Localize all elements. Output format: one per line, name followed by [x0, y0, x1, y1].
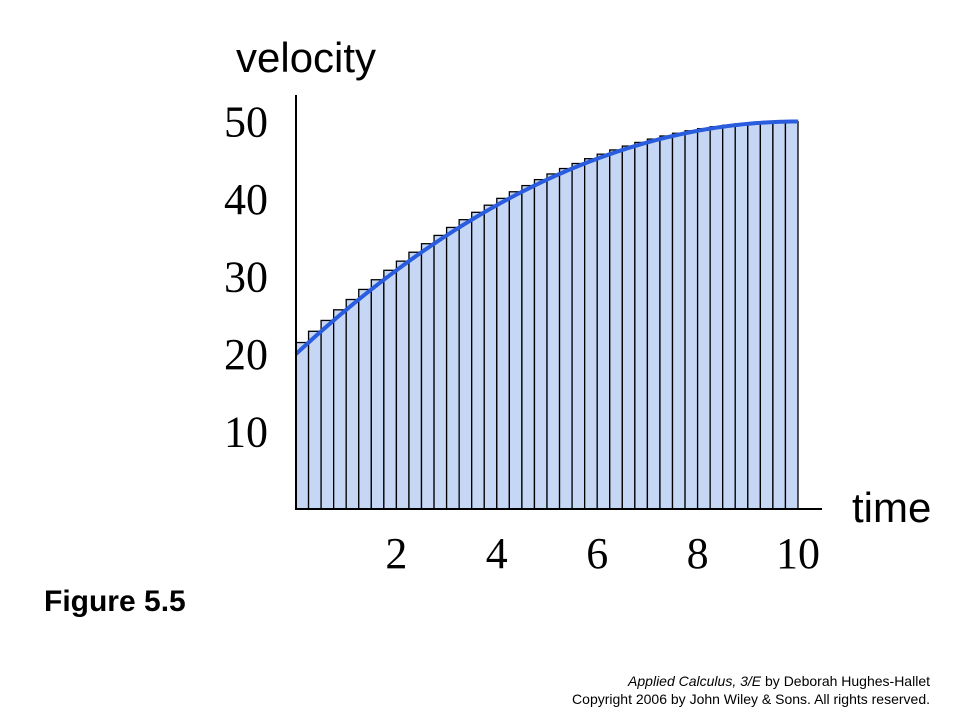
rectangle-38: [759, 121, 774, 510]
rectangle-12: [433, 234, 448, 510]
y-axis-label: velocity: [236, 34, 376, 81]
rectangle-9: [395, 260, 410, 510]
author-text: by Deborah Hughes-Hallet: [761, 673, 930, 689]
rectangle-27: [621, 145, 636, 510]
rectangle-10: [408, 251, 423, 510]
y-tick-label: 20: [224, 330, 268, 379]
x-tick-label: 4: [486, 529, 508, 578]
rectangle-6: [358, 288, 372, 510]
rectangle-13: [445, 226, 460, 510]
x-tick-label: 6: [586, 529, 608, 578]
rectangle-25: [596, 153, 611, 510]
rectangle-40: [784, 120, 799, 510]
rectangle-29: [646, 138, 661, 510]
figure-label: Figure 5.5: [44, 585, 186, 618]
rectangle-1: [295, 341, 310, 510]
rectangle-11: [420, 243, 435, 510]
rectangle-32: [684, 130, 699, 510]
rectangle-37: [747, 122, 761, 510]
x-tick-label: 8: [687, 529, 709, 578]
credit: Applied Calculus, 3/E by Deborah Hughes-…: [572, 672, 930, 708]
rectangle-24: [584, 158, 598, 510]
rectangle-26: [609, 149, 623, 510]
x-tick-label: 2: [385, 529, 407, 578]
rectangle-3: [320, 319, 335, 510]
rectangle-36: [734, 123, 749, 510]
y-tick-label: 10: [224, 408, 268, 457]
rectangle-30: [659, 135, 674, 510]
y-tick-label: 30: [224, 253, 268, 302]
rectangle-35: [722, 124, 736, 510]
x-tick-label: 10: [776, 529, 820, 578]
copyright-text: Copyright 2006 by John Wiley & Sons. All…: [572, 691, 930, 707]
rectangle-17: [496, 197, 510, 510]
rectangle-23: [571, 162, 586, 510]
rectangle-19: [521, 184, 536, 510]
rectangle-33: [696, 127, 711, 510]
rectangle-28: [634, 141, 649, 510]
rectangle-31: [671, 132, 686, 510]
rectangle-22: [558, 167, 573, 510]
rectangle-15: [471, 211, 485, 510]
x-tick-labels: 2 4 6 8 10: [385, 529, 820, 578]
rectangle-20: [533, 178, 548, 510]
y-tick-label: 40: [224, 175, 268, 224]
book-title: Applied Calculus, 3/E: [628, 673, 762, 689]
rectangle-7: [370, 279, 385, 510]
velocity-curve: [294, 119, 799, 356]
y-tick-labels: 10 20 30 40 50: [224, 98, 268, 457]
rectangle-4: [332, 309, 347, 510]
rectangle-5: [345, 298, 360, 510]
rectangle-14: [458, 219, 473, 510]
rectangle-21: [546, 173, 561, 510]
rectangle-16: [483, 204, 498, 510]
rectangle-34: [709, 126, 724, 510]
rectangle-39: [772, 121, 787, 510]
rectangle-18: [508, 191, 523, 510]
y-tick-label: 50: [224, 98, 268, 147]
rectangle-2: [307, 330, 322, 510]
rectangle-8: [383, 269, 398, 510]
x-axis-label: time: [852, 484, 931, 531]
